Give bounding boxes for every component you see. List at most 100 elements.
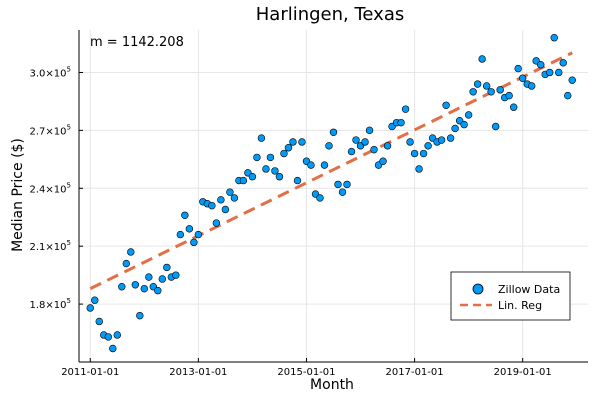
data-point: [293, 176, 302, 185]
data-point: [555, 68, 563, 77]
data-point: [559, 59, 567, 67]
data-point: [136, 311, 144, 320]
data-point: [401, 105, 410, 113]
data-point: [217, 196, 225, 204]
data-point: [442, 101, 450, 109]
data-point: [109, 344, 117, 353]
data-point: [104, 333, 112, 341]
data-point: [564, 91, 572, 100]
y-tick-label: 2.4×105: [30, 181, 71, 195]
data-points: [86, 34, 576, 353]
slope-annotation: m = 1142.208: [90, 35, 184, 50]
data-point: [208, 201, 216, 210]
data-point: [316, 194, 324, 202]
data-point: [158, 275, 167, 283]
data-point: [334, 180, 342, 189]
data-point: [518, 74, 527, 82]
data-point: [343, 180, 351, 189]
data-point: [86, 304, 94, 312]
data-point: [496, 86, 504, 94]
data-point: [546, 68, 554, 77]
data-point: [248, 172, 257, 181]
y-tick-label: 2.7×105: [30, 123, 71, 137]
data-point: [271, 167, 279, 175]
data-point: [491, 122, 500, 131]
data-point: [307, 161, 315, 169]
data-point: [352, 136, 360, 144]
y-tick-label: 1.8×105: [30, 297, 71, 311]
chart-title: Harlingen, Texas: [256, 4, 404, 25]
legend-box: [450, 271, 571, 321]
data-point: [424, 142, 432, 150]
data-point: [239, 176, 248, 185]
data-point: [568, 76, 576, 84]
data-point: [505, 91, 513, 100]
data-point: [266, 153, 275, 162]
data-point: [145, 273, 153, 281]
x-tick-label: 2011-01-01: [61, 367, 119, 378]
data-point: [478, 55, 486, 63]
data-point: [509, 103, 518, 111]
data-point: [338, 188, 347, 196]
data-point: [406, 138, 414, 146]
data-point: [370, 145, 378, 154]
data-point: [253, 153, 261, 162]
data-point: [446, 134, 455, 142]
data-point: [419, 149, 428, 158]
data-point: [262, 165, 270, 173]
data-point: [185, 225, 194, 233]
data-point: [154, 286, 162, 295]
data-point: [365, 126, 374, 135]
data-point: [289, 138, 297, 146]
data-point: [140, 284, 149, 293]
x-axis-label: Month: [310, 377, 354, 393]
data-point: [163, 263, 171, 272]
legend-label-zillow: Zillow Data: [498, 283, 560, 296]
data-point: [451, 124, 459, 133]
y-tick-label: 2.1×105: [30, 239, 71, 253]
x-tick-label: 2013-01-01: [169, 367, 227, 378]
data-point: [460, 120, 468, 129]
data-point: [397, 118, 405, 127]
data-point: [127, 248, 135, 256]
data-point: [122, 259, 130, 268]
data-point: [325, 142, 333, 150]
x-tick-label: 2019-01-01: [494, 367, 552, 378]
data-point: [95, 317, 103, 326]
data-point: [118, 283, 126, 291]
data-point: [221, 205, 230, 214]
data-point: [464, 111, 473, 119]
data-point: [320, 161, 329, 169]
data-point: [347, 147, 356, 156]
data-point: [469, 88, 477, 96]
axes: [78, 30, 588, 363]
legend: Zillow Data Lin. Reg: [450, 271, 571, 321]
data-point: [257, 134, 266, 142]
data-point: [487, 88, 495, 96]
data-point: [280, 149, 288, 158]
data-point: [284, 144, 293, 152]
data-point: [194, 230, 203, 239]
data-point: [91, 296, 99, 304]
data-point: [190, 238, 198, 247]
data-point: [113, 331, 121, 339]
legend-marker-zillow: [472, 283, 484, 295]
data-point: [131, 281, 140, 289]
data-point: [383, 142, 392, 150]
data-point: [537, 61, 545, 69]
data-point: [437, 136, 446, 144]
legend-label-linreg: Lin. Reg: [498, 299, 542, 312]
data-point: [527, 82, 536, 90]
data-point: [230, 194, 239, 202]
data-point: [473, 80, 482, 88]
y-tick-label: 3.0×105: [30, 65, 71, 79]
data-point: [212, 219, 221, 227]
data-point: [172, 271, 180, 279]
data-point: [298, 138, 306, 146]
y-axis-label: Median Price ($): [10, 138, 26, 252]
data-point: [329, 128, 338, 137]
data-point: [176, 230, 185, 239]
data-point: [514, 64, 522, 73]
x-tick-label: 2017-01-01: [386, 367, 444, 378]
